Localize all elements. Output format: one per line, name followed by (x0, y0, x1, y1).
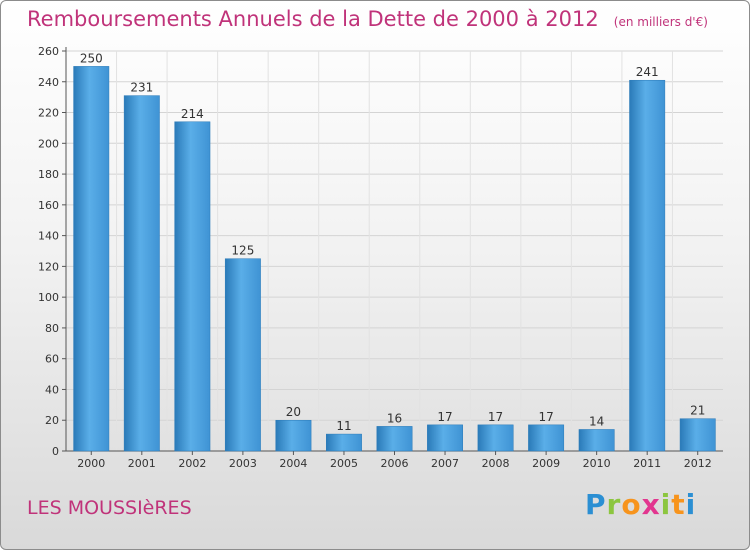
data-label: 231 (130, 81, 153, 95)
y-tick-label: 180 (38, 168, 59, 181)
x-tick-label: 2006 (381, 457, 409, 470)
x-tick-label: 2001 (128, 457, 156, 470)
y-tick-label: 160 (38, 199, 59, 212)
bar (224, 258, 261, 452)
data-label: 16 (387, 411, 402, 425)
bar (73, 66, 110, 452)
data-label: 20 (286, 405, 301, 419)
proxiti-logo: Proxiti (585, 488, 697, 521)
x-tick-label: 2004 (279, 457, 307, 470)
data-label: 17 (488, 410, 503, 424)
data-label: 250 (80, 51, 103, 65)
y-tick-label: 120 (38, 260, 59, 273)
bar (477, 424, 514, 452)
bar (376, 426, 413, 452)
title-row: Remboursements Annuels de la Dette de 20… (27, 7, 708, 31)
data-label: 125 (231, 244, 254, 258)
x-tick-label: 2012 (684, 457, 712, 470)
x-tick-label: 2009 (532, 457, 560, 470)
bar (679, 418, 716, 452)
bar (427, 424, 463, 452)
data-label: 21 (690, 404, 705, 418)
x-tick-labels: 2000 2001 2002 2003 2004 2005 2006 2007 2008 2009… (77, 457, 711, 470)
bar (629, 79, 666, 452)
y-tick-label: 100 (38, 291, 59, 304)
bar (578, 429, 615, 452)
bar (123, 95, 160, 452)
data-label: 14 (589, 414, 604, 428)
bar (326, 433, 362, 452)
x-tick-label: 2005 (330, 457, 358, 470)
x-tick-label: 2008 (482, 457, 510, 470)
y-tick-label: 80 (45, 322, 59, 335)
y-tick-label: 220 (38, 107, 59, 120)
y-tick-label: 40 (45, 383, 59, 396)
y-tick-label: 20 (45, 414, 59, 427)
chart-title: Remboursements Annuels de la Dette de 20… (27, 7, 599, 31)
bar (174, 121, 211, 452)
bar (275, 419, 312, 452)
y-tick-label: 260 (38, 45, 59, 58)
x-tick-label: 2002 (178, 457, 206, 470)
y-tick-label: 200 (38, 137, 59, 150)
commune-name: LES MOUSSIèRES (27, 497, 192, 519)
y-tick-label: 60 (45, 353, 59, 366)
x-tick-label: 2003 (229, 457, 257, 470)
data-label: 17 (437, 410, 452, 424)
y-tick-label: 0 (52, 445, 59, 458)
data-label: 11 (336, 419, 351, 433)
y-tick-label: 140 (38, 230, 59, 243)
x-tick-label: 2000 (77, 457, 105, 470)
data-label: 17 (538, 410, 553, 424)
data-labels: 250 231 214 125 20 11 16 17 17 17 14 241 21 (80, 51, 706, 433)
x-tick-label: 2010 (583, 457, 611, 470)
y-tick-labels: 0 20 40 60 80 100 120 140 160 180 200 220 240 260 (38, 45, 59, 458)
data-label: 214 (181, 107, 204, 121)
x-tick-label: 2007 (431, 457, 459, 470)
y-tick-label: 240 (38, 76, 59, 89)
bars (73, 66, 716, 452)
axes (62, 47, 723, 455)
bar (528, 424, 565, 452)
x-tick-label: 2011 (633, 457, 661, 470)
data-label: 241 (636, 65, 659, 79)
chart-unit: (en milliers d'€) (613, 15, 708, 29)
gridlines (66, 50, 723, 451)
